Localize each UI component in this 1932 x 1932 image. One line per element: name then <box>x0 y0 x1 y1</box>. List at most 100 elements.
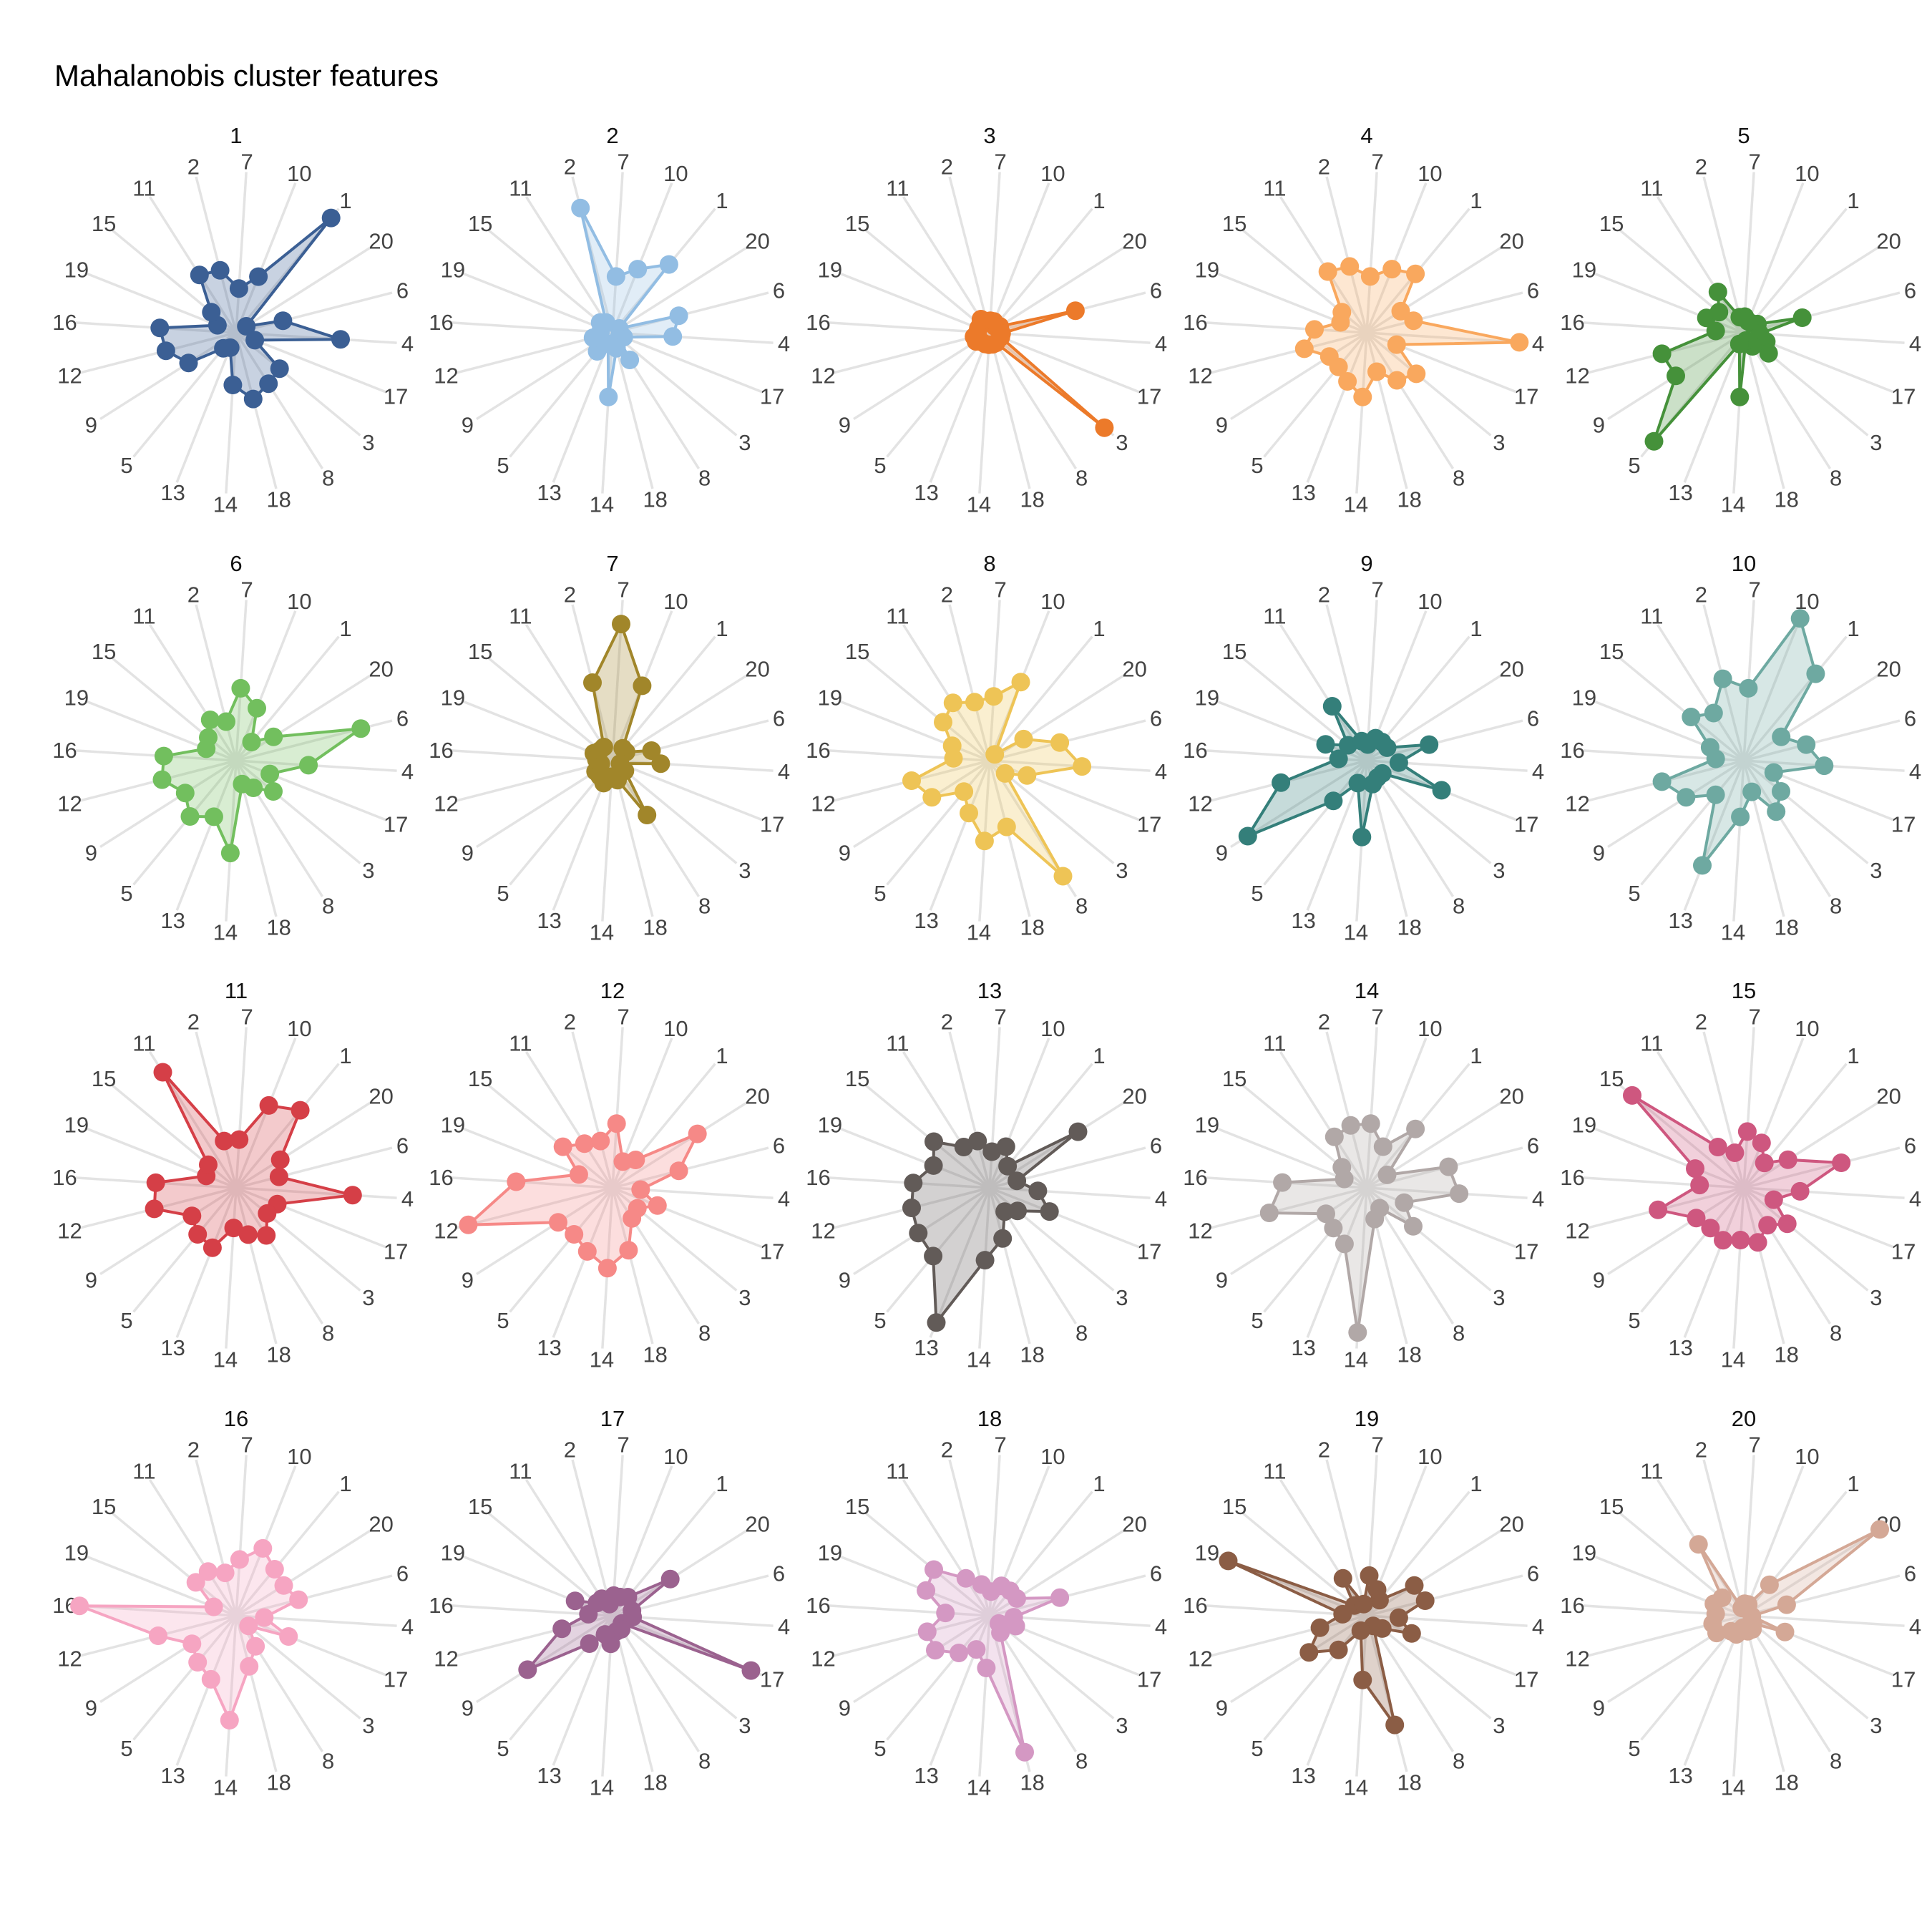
data-point <box>1317 1204 1335 1224</box>
axis-spoke <box>476 1614 613 1704</box>
axis-spoke <box>1355 1615 1368 1777</box>
axis-spoke <box>99 1186 237 1276</box>
axis-label: 11 <box>886 1030 909 1055</box>
data-point <box>154 746 173 766</box>
axis-label: 11 <box>509 603 532 628</box>
axis-label: 16 <box>429 1165 453 1190</box>
axis-label: 19 <box>1195 1541 1219 1566</box>
axis-label: 15 <box>1222 639 1246 664</box>
axis-spoke <box>829 749 990 762</box>
axis-label: 11 <box>1263 1458 1286 1483</box>
axis-spoke <box>235 1063 340 1189</box>
series-polygon-8 <box>910 680 1084 878</box>
axis-label: 17 <box>1891 1239 1916 1264</box>
axis-label: 13 <box>914 480 938 505</box>
data-point <box>459 1215 478 1234</box>
axis-spoke <box>1583 1176 1745 1189</box>
axis-spoke <box>1742 760 1832 897</box>
axis-label: 18 <box>1020 487 1044 512</box>
data-point <box>549 1213 567 1232</box>
data-point <box>606 267 625 286</box>
axis-label: 1 <box>1093 616 1105 641</box>
data-point <box>985 745 1005 764</box>
axis-label: 15 <box>845 1494 869 1519</box>
data-point <box>1238 826 1257 846</box>
axis-label: 13 <box>160 480 185 505</box>
data-point <box>1759 343 1778 363</box>
axis-label: 19 <box>818 1541 842 1566</box>
axis-label: 7 <box>1748 1432 1760 1457</box>
axis-spoke <box>1325 176 1368 333</box>
data-point <box>1324 1127 1344 1146</box>
axis-label: 15 <box>845 1066 869 1091</box>
data-point <box>982 1142 1002 1161</box>
axis-label: 1 <box>1470 1471 1482 1496</box>
data-point <box>188 1225 208 1244</box>
data-point <box>977 1659 996 1677</box>
axis-label: 9 <box>1216 841 1228 866</box>
panel-title: 3 <box>983 123 995 148</box>
axis-spoke <box>552 1187 614 1338</box>
axis-label: 18 <box>643 914 667 940</box>
axis-label: 7 <box>240 149 253 174</box>
data-point <box>220 1711 239 1729</box>
data-point <box>1377 1165 1397 1184</box>
axis-label: 7 <box>240 1004 253 1029</box>
axis-label: 2 <box>1318 155 1330 180</box>
axis-label: 6 <box>773 1133 785 1158</box>
axis-spoke <box>195 1459 238 1616</box>
data-point <box>1353 1670 1372 1689</box>
axis-label: 3 <box>1493 430 1505 455</box>
data-point <box>1806 664 1825 683</box>
data-point <box>246 1636 265 1656</box>
axis-label: 11 <box>1640 603 1663 628</box>
axis-spoke <box>1743 1186 1905 1199</box>
axis-label: 15 <box>1599 1494 1624 1519</box>
data-point <box>199 728 218 747</box>
axis-label: 1 <box>1847 1043 1859 1068</box>
data-point <box>1706 785 1725 804</box>
axis-label: 10 <box>287 589 311 614</box>
axis-spoke <box>833 331 990 374</box>
panel-title: 18 <box>977 1406 1002 1431</box>
axis-label: 5 <box>497 881 509 906</box>
axis-spoke <box>1607 759 1745 849</box>
data-point <box>1352 827 1372 847</box>
axis-label: 6 <box>1150 1133 1162 1158</box>
panel-title: 9 <box>1360 551 1372 576</box>
axis-label: 3 <box>1493 1713 1505 1738</box>
axis-label: 1 <box>1847 188 1859 213</box>
data-point <box>1373 1137 1392 1156</box>
axis-label: 19 <box>1572 1113 1596 1138</box>
axis-spoke <box>1742 208 1848 334</box>
axis-spoke <box>611 332 654 489</box>
axis-spoke <box>1743 291 1901 334</box>
axis-spoke <box>1742 610 1805 761</box>
axis-label: 13 <box>1291 1335 1315 1360</box>
data-point <box>902 771 921 790</box>
axis-label: 13 <box>1668 480 1692 505</box>
data-point <box>1778 1150 1797 1169</box>
axis-spoke <box>1607 1186 1745 1276</box>
data-point <box>270 359 289 379</box>
data-point <box>660 1569 680 1589</box>
axis-label: 11 <box>1263 175 1286 200</box>
axis-spoke <box>1743 1528 1880 1617</box>
axis-label: 18 <box>266 914 291 940</box>
axis-label: 16 <box>1560 1593 1584 1618</box>
axis-spoke <box>1366 1186 1528 1199</box>
axis-label: 6 <box>1150 278 1162 303</box>
data-point <box>1404 1216 1423 1236</box>
data-point <box>215 1563 235 1583</box>
axis-label: 9 <box>1593 841 1605 866</box>
axis-spoke <box>1230 1186 1367 1276</box>
axis-label: 6 <box>396 706 409 731</box>
panel-title: 10 <box>1732 551 1756 576</box>
axis-label: 13 <box>1668 1335 1692 1360</box>
axis-spoke <box>1742 1186 1869 1292</box>
axis-label: 20 <box>1122 656 1146 681</box>
axis-label: 8 <box>1075 466 1088 491</box>
axis-spoke <box>839 700 990 762</box>
